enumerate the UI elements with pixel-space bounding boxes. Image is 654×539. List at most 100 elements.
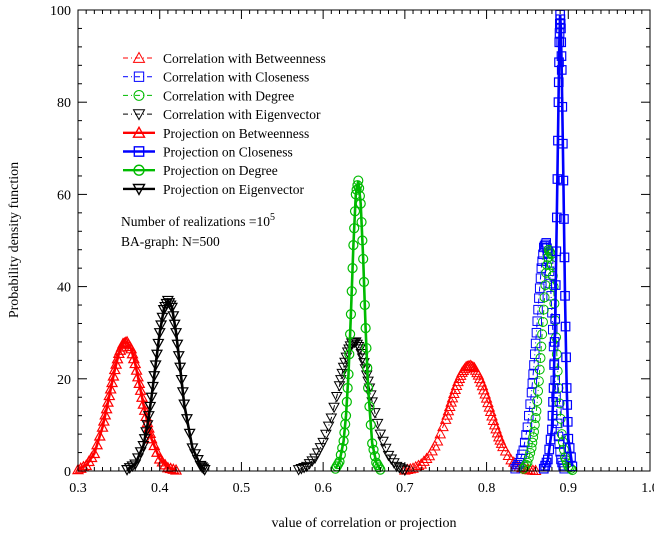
- data-point-triangle-down: [174, 362, 187, 374]
- data-point-triangle-down: [148, 371, 161, 382]
- series-line: [522, 248, 573, 471]
- data-point-triangle-down: [306, 456, 319, 467]
- data-point-triangle-up: [505, 453, 517, 465]
- legend-item-correlation-with-closeness: Correlation with Closeness: [123, 70, 309, 85]
- data-point-triangle-up: [110, 357, 123, 369]
- data-point-square: [533, 304, 543, 315]
- data-point-circle: [564, 462, 575, 473]
- data-point-circle: [537, 316, 548, 327]
- data-point-square: [557, 101, 568, 112]
- data-point-triangle-up: [148, 439, 161, 451]
- data-point-triangle-up: [434, 427, 447, 439]
- x-tick-label: 0.6: [314, 481, 332, 496]
- data-point-square: [562, 400, 573, 410]
- data-point-circle: [542, 252, 553, 263]
- data-point-triangle-down: [150, 349, 164, 361]
- data-point-circle: [525, 447, 536, 458]
- data-point-triangle-up: [472, 369, 485, 380]
- data-point-circle: [545, 247, 556, 258]
- legend-label: Correlation with Betweenness: [163, 51, 326, 66]
- data-point-square: [535, 273, 546, 283]
- data-point-triangle-up: [119, 336, 132, 348]
- data-point-square: [549, 360, 559, 370]
- legend-item-correlation-with-degree: Correlation with Degree: [123, 88, 294, 103]
- data-point-square: [541, 238, 551, 248]
- data-point-circle: [346, 286, 357, 297]
- data-point-circle: [334, 456, 345, 467]
- data-point-square: [522, 422, 533, 432]
- data-point-square: [543, 454, 553, 465]
- data-point-circle: [354, 190, 366, 202]
- data-point-square: [545, 434, 556, 445]
- data-point-triangle-up: [449, 383, 462, 395]
- data-point-triangle-down: [145, 392, 158, 404]
- data-point-square: [133, 146, 145, 157]
- data-point-triangle-up: [448, 387, 460, 399]
- data-point-triangle-up: [127, 352, 140, 364]
- data-point-square: [559, 214, 569, 224]
- data-point-triangle-up: [88, 447, 101, 459]
- data-point-triangle-up: [407, 462, 419, 473]
- x-tick-label: 0.5: [233, 481, 251, 496]
- data-point-circle: [533, 376, 544, 387]
- data-point-triangle-down: [339, 357, 351, 369]
- data-point-triangle-up: [101, 395, 114, 407]
- data-point-circle: [364, 401, 375, 412]
- data-point-square: [527, 378, 538, 389]
- data-point-square: [538, 463, 549, 474]
- y-tick-label: 40: [57, 281, 71, 296]
- data-point-circle: [375, 464, 386, 475]
- legend-item-projection-on-betweenness: Projection on Betweenness: [123, 126, 309, 141]
- data-point-triangle-up: [477, 383, 490, 395]
- data-point-triangle-up: [484, 405, 497, 417]
- data-point-triangle-up: [529, 464, 542, 476]
- data-point-triangle-down: [141, 420, 154, 432]
- data-point-triangle-down: [303, 459, 316, 470]
- data-point-triangle-up: [488, 418, 501, 430]
- data-point-circle: [521, 459, 532, 470]
- legend-label: Projection on Betweenness: [163, 126, 309, 141]
- data-point-triangle-down: [168, 319, 181, 331]
- data-point-triangle-up: [490, 422, 502, 434]
- data-point-triangle-down: [170, 328, 183, 339]
- data-point-triangle-down: [183, 428, 196, 440]
- data-point-circle: [345, 309, 357, 320]
- data-point-triangle-up: [107, 369, 120, 381]
- data-point-triangle-down: [325, 413, 338, 425]
- series-projection-on-eigenvector: [121, 295, 211, 476]
- data-point-square: [532, 316, 542, 326]
- data-point-triangle-down: [176, 387, 189, 399]
- legend-label: Correlation with Closeness: [163, 70, 309, 85]
- data-point-circle: [133, 89, 145, 101]
- legend-label: Correlation with Degree: [163, 88, 294, 103]
- data-point-square: [564, 443, 575, 453]
- data-point-triangle-up: [480, 392, 493, 403]
- data-point-square: [544, 444, 555, 455]
- data-point-circle: [349, 223, 360, 234]
- data-point-triangle-up: [145, 432, 158, 444]
- data-point-triangle-up: [91, 438, 104, 450]
- data-point-triangle-down: [186, 443, 199, 455]
- data-point-triangle-up: [116, 337, 129, 349]
- data-point-square: [548, 397, 558, 407]
- graph-annotation: BA-graph: N=500: [121, 234, 220, 249]
- data-point-triangle-up: [465, 360, 478, 371]
- data-point-triangle-up: [97, 414, 110, 426]
- data-point-triangle-down: [144, 401, 157, 413]
- data-point-triangle-up: [418, 455, 430, 466]
- data-point-circle: [523, 452, 534, 463]
- data-point-square: [534, 283, 545, 293]
- y-tick-label: 0: [64, 465, 71, 480]
- data-point-triangle-down: [142, 411, 155, 422]
- data-point-circle: [133, 164, 145, 176]
- data-point-circle: [531, 406, 542, 417]
- series-layer: [71, 9, 578, 477]
- data-point-circle: [373, 462, 385, 473]
- data-point-circle: [362, 382, 374, 394]
- data-point-circle: [532, 396, 543, 407]
- data-point-triangle-up: [437, 420, 449, 432]
- data-point-triangle-down: [126, 461, 139, 473]
- data-point-square: [561, 383, 572, 393]
- x-tick-label: 0.9: [560, 481, 578, 496]
- data-point-triangle-up: [100, 402, 113, 414]
